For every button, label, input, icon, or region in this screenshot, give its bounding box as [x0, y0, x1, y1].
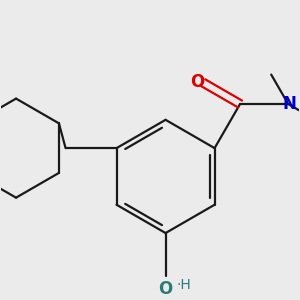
- Text: ·H: ·H: [176, 278, 191, 292]
- Text: N: N: [283, 95, 296, 113]
- Text: O: O: [158, 280, 173, 298]
- Text: O: O: [190, 73, 204, 91]
